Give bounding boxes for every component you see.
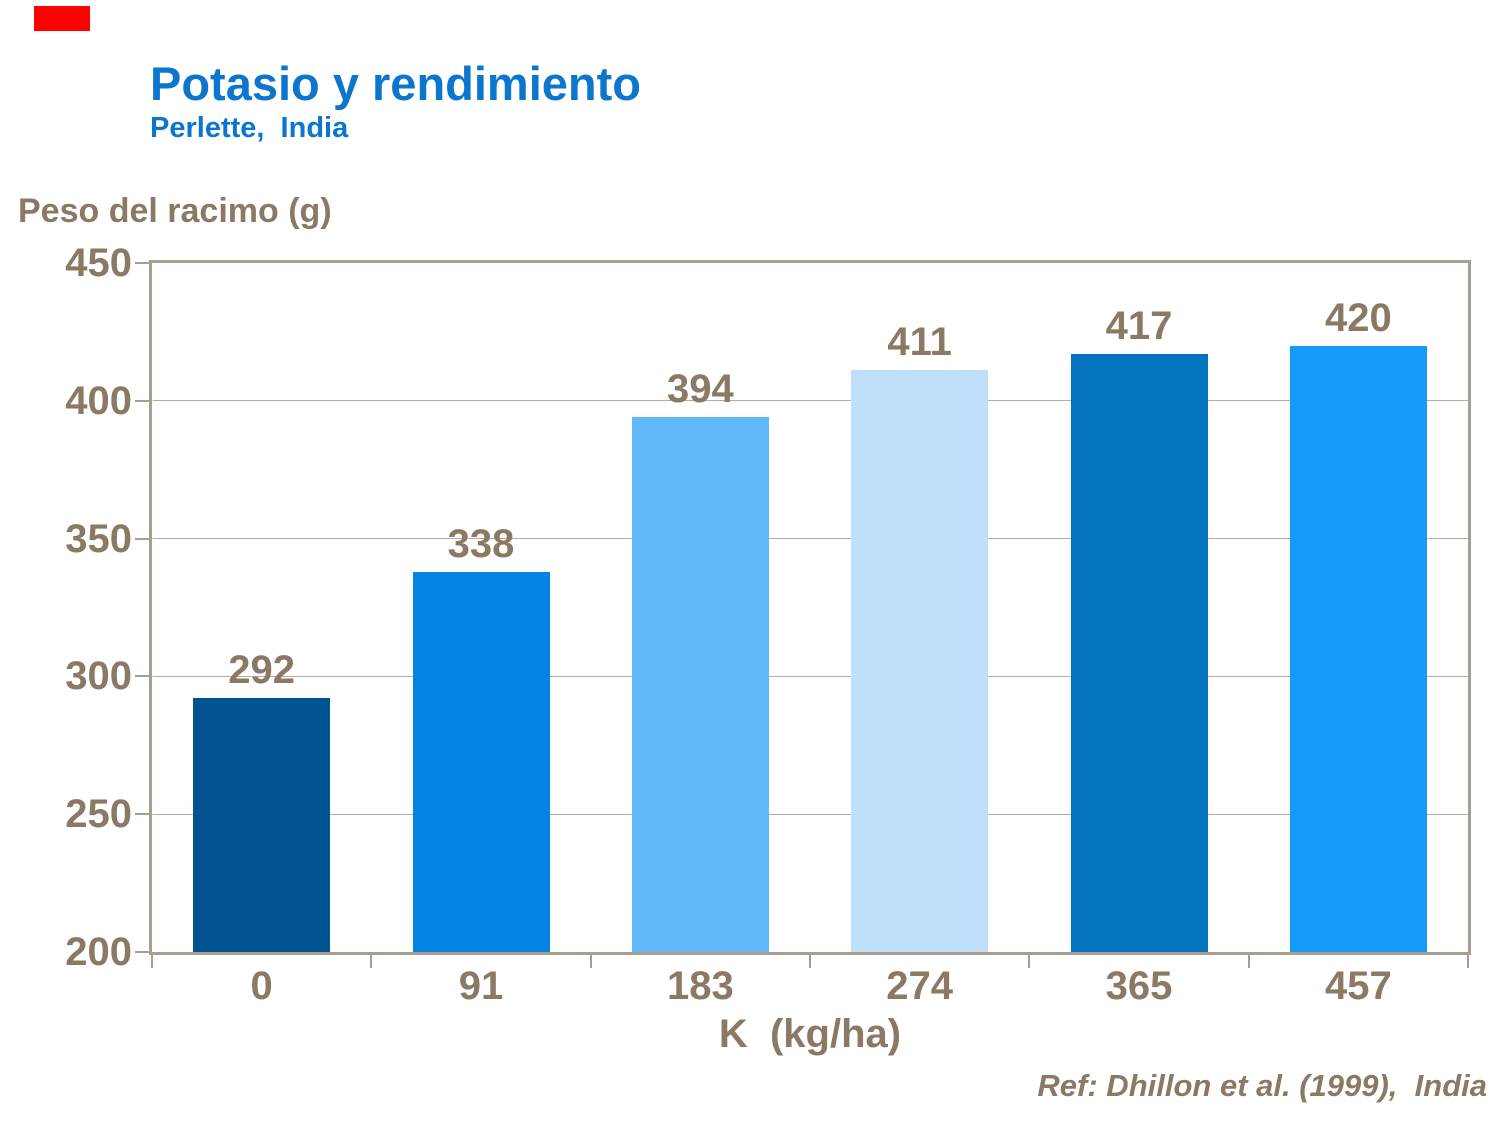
gridline xyxy=(152,400,1468,402)
y-tick-label: 400 xyxy=(65,378,132,423)
gridline xyxy=(152,675,1468,677)
y-tick-label: 200 xyxy=(65,930,132,974)
bar xyxy=(193,698,331,952)
x-tick-mark xyxy=(1028,952,1031,968)
x-axis-title: K (kg/ha) xyxy=(718,1012,902,1056)
x-tick-mark xyxy=(809,952,811,968)
y-tick-label: 300 xyxy=(65,654,132,699)
y-tick-mark xyxy=(135,951,152,953)
x-tick-mark xyxy=(589,952,592,968)
bar-value-label: 420 xyxy=(1324,295,1392,340)
x-axis-category-label: 457 xyxy=(1324,964,1392,1008)
x-axis-category-label: 365 xyxy=(1105,964,1173,1008)
bar-value-label: 394 xyxy=(666,367,734,412)
x-tick-mark xyxy=(1247,952,1250,968)
bar xyxy=(412,571,550,952)
red-accent-mark xyxy=(34,6,90,31)
y-tick-mark xyxy=(135,399,152,402)
x-tick-mark xyxy=(1467,952,1469,968)
bar-value-label: 292 xyxy=(228,648,296,693)
plot-area xyxy=(152,263,1468,952)
bar-value-label: 338 xyxy=(447,521,515,566)
gridline xyxy=(152,813,1468,815)
bar xyxy=(1070,353,1208,952)
x-axis-category-label: 183 xyxy=(666,964,734,1008)
bar xyxy=(631,417,769,952)
y-tick-mark xyxy=(135,537,152,540)
y-axis-title: Peso del racimo (g) xyxy=(18,192,332,230)
x-axis-category-label: 0 xyxy=(250,964,273,1008)
y-tick-label: 350 xyxy=(65,516,132,561)
y-tick-mark xyxy=(135,813,152,816)
y-tick-mark xyxy=(135,262,152,264)
chart-title: Potasio y rendimiento xyxy=(150,57,641,110)
y-tick-mark xyxy=(135,675,152,678)
reference-text: Ref: Dhillon et al. (1999), India xyxy=(1037,1068,1487,1103)
gridline xyxy=(152,538,1468,540)
x-tick-mark xyxy=(151,952,153,968)
x-axis-category-label: 274 xyxy=(886,964,954,1008)
bar xyxy=(851,370,989,952)
chart-subtitle: Perlette, India xyxy=(150,112,349,144)
x-axis-category-label: 91 xyxy=(458,964,504,1008)
x-tick-mark xyxy=(370,952,373,968)
y-tick-label: 450 xyxy=(65,241,132,285)
bar-value-label: 417 xyxy=(1105,303,1173,348)
bar xyxy=(1289,345,1427,952)
y-tick-label: 250 xyxy=(65,792,132,837)
bar-value-label: 411 xyxy=(887,320,952,365)
